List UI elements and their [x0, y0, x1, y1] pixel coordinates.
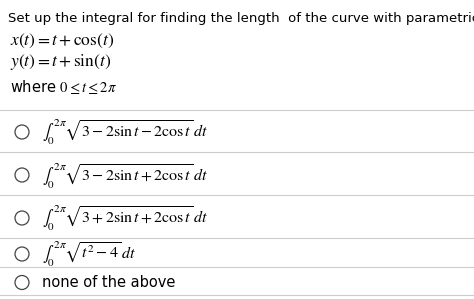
Text: Set up the integral for finding the length  of the curve with parametric equatio: Set up the integral for finding the leng…: [8, 12, 474, 25]
Text: $\int_0^{2\pi} \sqrt{3 + 2\sin t + 2\cos t}\,dt$: $\int_0^{2\pi} \sqrt{3 + 2\sin t + 2\cos…: [42, 204, 208, 233]
Text: $x(t) = t + \cos(t)$: $x(t) = t + \cos(t)$: [10, 32, 114, 50]
Text: $\int_0^{2\pi} \sqrt{t^2 - 4}\,dt$: $\int_0^{2\pi} \sqrt{t^2 - 4}\,dt$: [42, 239, 136, 269]
Text: where $0 \leq t \leq 2\pi$: where $0 \leq t \leq 2\pi$: [10, 78, 117, 96]
Text: $\int_0^{2\pi} \sqrt{3 - 2\sin t + 2\cos t}\,dt$: $\int_0^{2\pi} \sqrt{3 - 2\sin t + 2\cos…: [42, 161, 208, 190]
Text: none of the above: none of the above: [42, 275, 175, 290]
Text: $y(t) = t + \sin(t)$: $y(t) = t + \sin(t)$: [10, 52, 111, 72]
Text: $\int_0^{2\pi} \sqrt{3 - 2\sin t - 2\cos t}\,dt$: $\int_0^{2\pi} \sqrt{3 - 2\sin t - 2\cos…: [42, 118, 208, 147]
